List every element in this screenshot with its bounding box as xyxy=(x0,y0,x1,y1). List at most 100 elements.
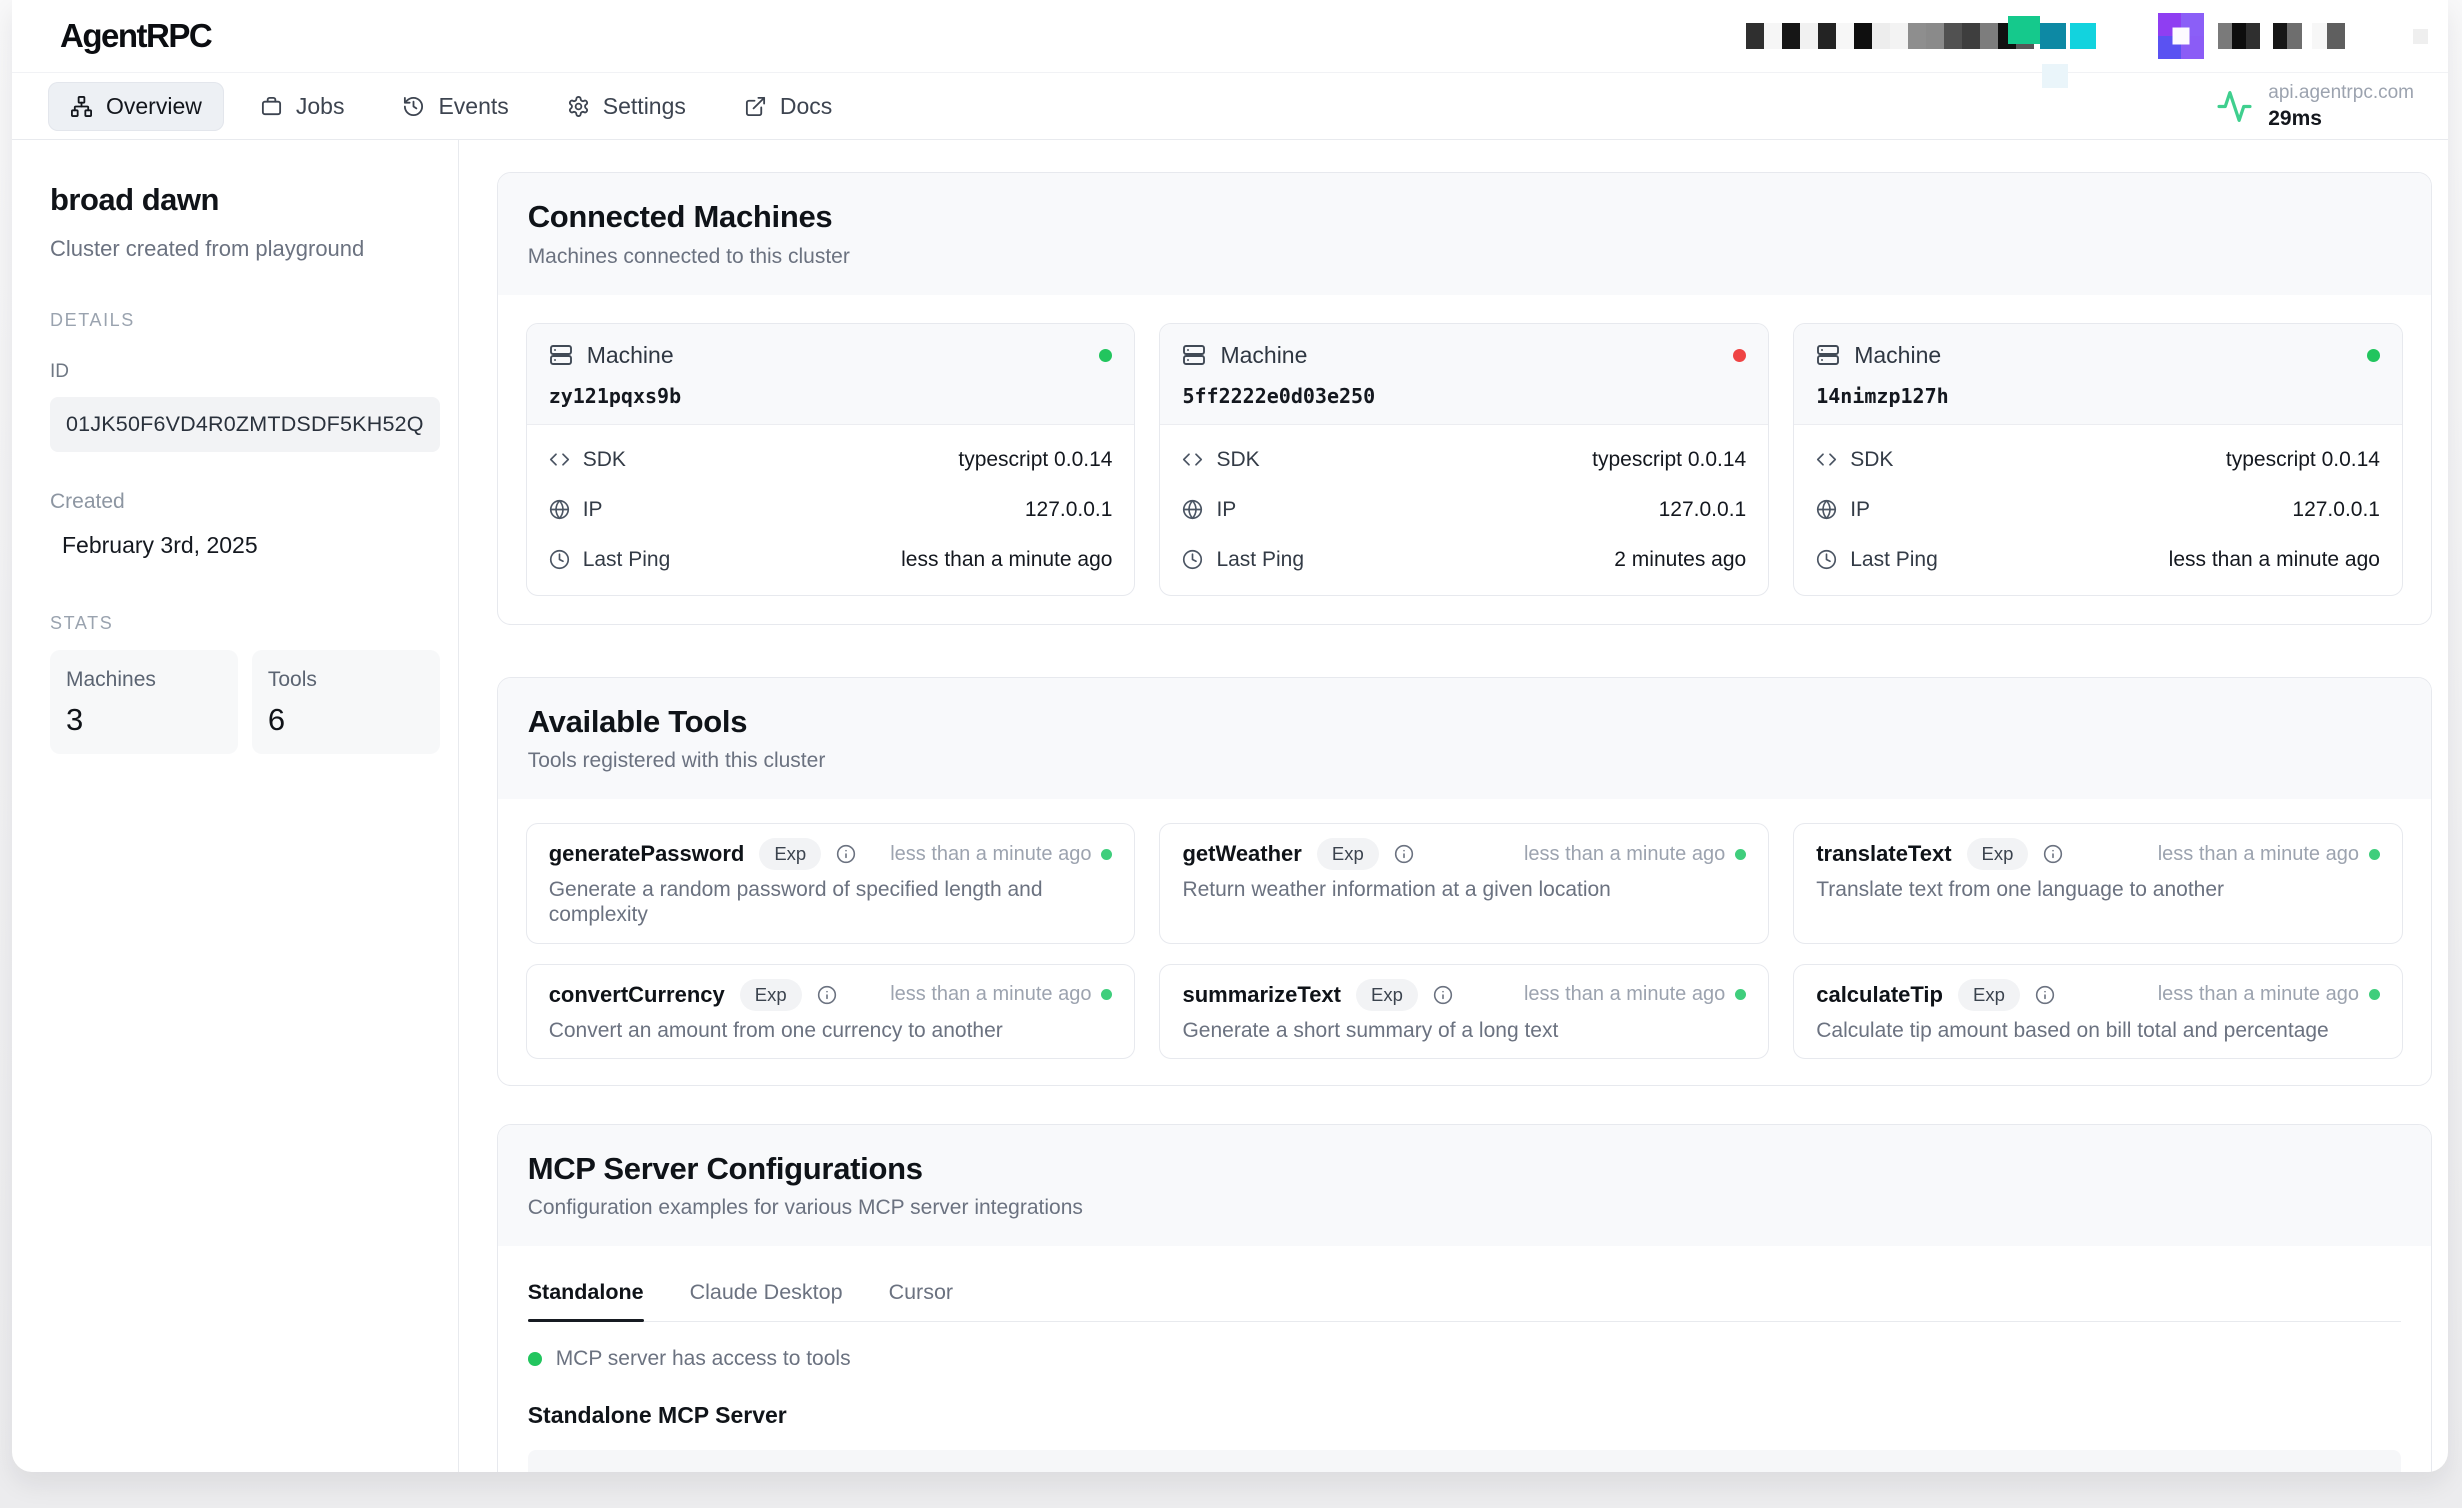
available-tools-section: Available Tools Tools registered with th… xyxy=(496,676,2432,1086)
info-icon[interactable] xyxy=(2043,844,2063,864)
brand-logo-bold: RPC xyxy=(146,17,213,54)
pixel-block xyxy=(2327,23,2345,49)
pixel-block xyxy=(1872,23,1890,49)
briefcase-icon xyxy=(261,96,281,115)
machine-ip-row: IP 127.0.0.1 xyxy=(549,485,1112,535)
mcp-panel-title: Standalone MCP Server xyxy=(527,1402,787,1429)
machine-ping-value: less than a minute ago xyxy=(901,547,1113,571)
brand-logo[interactable]: AgentRPC xyxy=(60,17,213,55)
header-pixelated-area xyxy=(1746,13,2434,88)
row-label: SDK xyxy=(582,447,626,471)
cluster-id-value[interactable]: 01JK50F6VD4R0ZMTDSDF5KH52Q xyxy=(50,397,440,452)
info-icon[interactable] xyxy=(1433,985,1453,1005)
machine-card[interactable]: Machine 5ff2222e0d03e250 SDK typescript … xyxy=(1159,322,1770,596)
tool-card[interactable]: convertCurrency Exp less than a minute a… xyxy=(525,963,1136,1059)
mcp-tab-standalone[interactable]: Standalone xyxy=(527,1280,644,1323)
machine-status-dot xyxy=(1099,348,1113,362)
pixel-block xyxy=(1908,23,1926,49)
tool-card-header: calculateTip Exp less than a minute ago xyxy=(1816,978,2380,1011)
tool-last-seen: less than a minute ago xyxy=(1524,843,1747,866)
tool-card[interactable]: getWeather Exp less than a minute ago Re… xyxy=(1159,823,1770,944)
mcp-section: MCP Server Configurations Configuration … xyxy=(496,1123,2432,1472)
pixel-block xyxy=(1854,23,1872,49)
section-header: Connected Machines Machines connected to… xyxy=(497,173,2431,295)
pixel-block-green xyxy=(2008,16,2040,44)
pixel-block-tiny xyxy=(2413,28,2428,44)
tab-events[interactable]: Events xyxy=(380,82,530,131)
machine-ip-value: 127.0.0.1 xyxy=(2292,497,2380,521)
section-title: MCP Server Configurations xyxy=(527,1150,923,1186)
row-label: SDK xyxy=(1216,447,1260,471)
machine-sdk-row: SDK typescript 0.0.14 xyxy=(1816,435,2380,485)
info-icon[interactable] xyxy=(836,844,856,864)
globe-icon xyxy=(1183,500,1203,520)
tab-docs[interactable]: Docs xyxy=(722,82,854,131)
stat-value: 6 xyxy=(267,702,286,737)
info-icon[interactable] xyxy=(817,985,837,1005)
pixel-block xyxy=(2287,23,2302,49)
clock-icon xyxy=(1183,550,1203,570)
mcp-status-text: MCP server has access to tools xyxy=(555,1347,851,1371)
experimental-badge: Exp xyxy=(739,978,802,1011)
pixel-block xyxy=(2246,23,2260,49)
tool-card[interactable]: summarizeText Exp less than a minute ago… xyxy=(1159,963,1770,1059)
pixelated-text-left xyxy=(1746,23,2034,49)
tab-jobs[interactable]: Jobs xyxy=(238,82,367,131)
tool-last-seen: less than a minute ago xyxy=(890,842,1113,866)
stat-value: 3 xyxy=(66,702,84,737)
avatar[interactable] xyxy=(2158,13,2204,59)
stats-grid: Machines 3 Tools 6 xyxy=(50,650,440,754)
mcp-status-dot xyxy=(527,1352,542,1367)
tab-overview[interactable]: Overview xyxy=(48,81,224,131)
info-icon[interactable] xyxy=(1394,844,1414,864)
clock-icon xyxy=(549,550,569,570)
tool-name: generatePassword xyxy=(548,841,745,867)
cluster-name: broad dawn xyxy=(50,182,219,217)
created-value: February 3rd, 2025 xyxy=(62,532,258,558)
mcp-tab-claude-desktop[interactable]: Claude Desktop xyxy=(689,1280,843,1305)
machine-status-dot xyxy=(2366,348,2380,362)
server-icon xyxy=(1183,345,1206,366)
tool-last-seen-text: less than a minute ago xyxy=(2157,983,2359,1006)
stat-label: Tools xyxy=(267,668,317,691)
tool-card[interactable]: calculateTip Exp less than a minute ago … xyxy=(1793,963,2403,1059)
tool-status-dot xyxy=(2368,989,2380,1001)
machine-card[interactable]: Machine 14nimzp127h SDK typescript 0.0.1… xyxy=(1793,322,2403,596)
mcp-command-code: AGENTRPC_API_SECRET=YOUR_API_SECRET npx … xyxy=(527,1450,2401,1472)
tool-card-header: translateText Exp less than a minute ago xyxy=(1816,838,2380,871)
experimental-badge: Exp xyxy=(1966,838,2029,871)
tab-label: Jobs xyxy=(295,92,345,119)
stats-heading: STATS xyxy=(50,613,114,633)
mcp-tab-cursor[interactable]: Cursor xyxy=(888,1280,954,1305)
pixel-block xyxy=(2273,23,2287,49)
machine-card[interactable]: Machine zy121pqxs9b SDK typescript 0.0.1… xyxy=(525,322,1136,596)
stat-label: Machines xyxy=(66,668,156,691)
machine-sdk-value: typescript 0.0.14 xyxy=(1592,447,1747,471)
pixel-block-faint xyxy=(2042,64,2068,88)
pixel-block xyxy=(1764,23,1782,49)
cluster-sidebar: broad dawn Cluster created from playgrou… xyxy=(12,140,459,1472)
tab-label: Settings xyxy=(602,92,686,119)
details-heading: DETAILS xyxy=(50,310,135,330)
tab-settings[interactable]: Settings xyxy=(545,82,708,131)
tool-status-dot xyxy=(1101,989,1113,1001)
id-label: ID xyxy=(50,361,69,382)
connected-machines-section: Connected Machines Machines connected to… xyxy=(496,172,2432,625)
globe-icon xyxy=(549,500,569,520)
app-header: AgentRPC xyxy=(12,0,2448,88)
tool-card[interactable]: generatePassword Exp less than a minute … xyxy=(525,823,1136,944)
pixel-block xyxy=(1836,23,1854,49)
tool-status-dot xyxy=(2368,848,2380,860)
tool-description: Generate a random password of specified … xyxy=(548,878,1043,927)
activity-pulse-icon xyxy=(2217,90,2252,122)
tool-name: calculateTip xyxy=(1816,981,1943,1007)
tool-last-seen-text: less than a minute ago xyxy=(890,842,1092,865)
pixel-block xyxy=(1890,23,1908,49)
tool-card[interactable]: translateText Exp less than a minute ago… xyxy=(1793,823,2403,944)
machine-sdk-row: SDK typescript 0.0.14 xyxy=(549,435,1112,485)
tool-last-seen-text: less than a minute ago xyxy=(890,983,1092,1006)
tool-card-header: generatePassword Exp less than a minute … xyxy=(548,838,1113,871)
nav-bar: Overview Jobs Events Settings Docs api.a… xyxy=(12,73,2448,140)
tool-description: Convert an amount from one currency to a… xyxy=(548,1018,1003,1042)
info-icon[interactable] xyxy=(2035,985,2055,1005)
